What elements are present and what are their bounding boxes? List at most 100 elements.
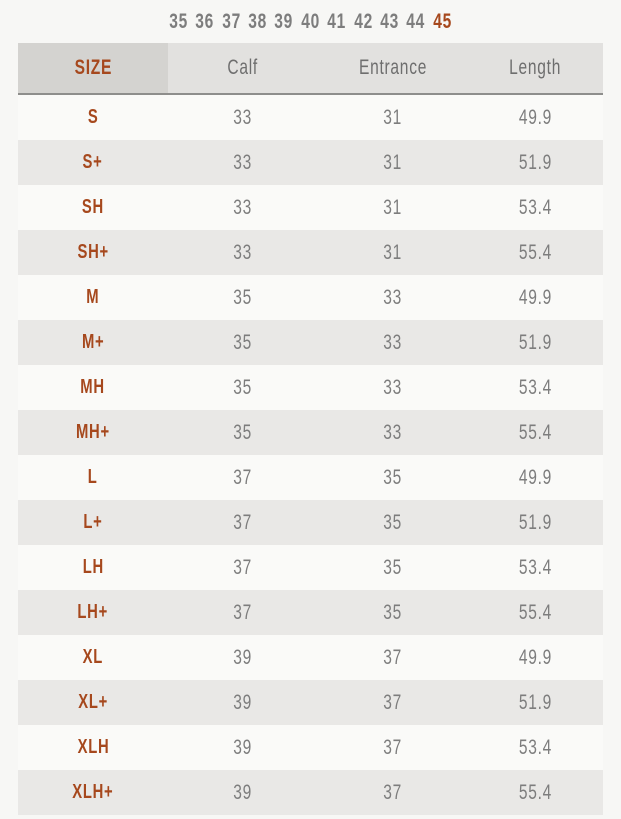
header-entrance: Entrance: [318, 43, 468, 93]
size-selector: 35 36 37 38 39 40 41 42 43 44 45: [0, 0, 621, 43]
calf-value: 33: [233, 195, 253, 219]
row-value-cell: 33: [318, 320, 468, 365]
calf-value: 39: [233, 780, 253, 804]
row-size-cell: XLH: [18, 725, 168, 770]
table-row: XLH 39 37 53.4: [18, 725, 603, 770]
row-value-cell: 51.9: [468, 680, 603, 725]
row-size-cell: S+: [18, 140, 168, 185]
row-value-cell: 31: [318, 140, 468, 185]
table-row: MH 35 33 53.4: [18, 365, 603, 410]
row-value-cell: 37: [318, 635, 468, 680]
size-option-label: 41: [327, 9, 347, 33]
length-value: 55.4: [518, 240, 553, 264]
header-calf-label: Calf: [227, 56, 259, 79]
size-label: SH: [81, 196, 105, 218]
table-body: S 33 31 49.9 S+ 33 31 51.9 SH 33 31 53.4 SH+ 33 31 55.4…: [18, 95, 603, 815]
header-length-label: Length: [509, 56, 562, 79]
calf-value: 35: [233, 330, 253, 354]
size-option[interactable]: 38: [245, 10, 270, 34]
row-value-cell: 53.4: [468, 725, 603, 770]
row-value-cell: 55.4: [468, 230, 603, 275]
row-size-cell: MH: [18, 365, 168, 410]
size-option[interactable]: 35: [166, 10, 191, 34]
size-option[interactable]: 40: [298, 10, 323, 34]
calf-value: 37: [233, 510, 253, 534]
length-value: 53.4: [518, 735, 553, 759]
table-row: S 33 31 49.9: [18, 95, 603, 140]
size-label: SH+: [77, 241, 109, 263]
row-value-cell: 49.9: [468, 455, 603, 500]
row-size-cell: XL: [18, 635, 168, 680]
length-value: 53.4: [518, 195, 553, 219]
length-value: 49.9: [518, 465, 553, 489]
table-row: XL+ 39 37 51.9: [18, 680, 603, 725]
size-label: LH+: [77, 601, 109, 623]
size-label: M+: [81, 331, 105, 353]
entrance-value: 35: [383, 465, 403, 489]
size-option[interactable]: 36: [192, 10, 217, 34]
row-value-cell: 55.4: [468, 770, 603, 815]
length-value: 55.4: [518, 780, 553, 804]
size-option[interactable]: 41: [324, 10, 349, 34]
row-value-cell: 49.9: [468, 275, 603, 320]
row-value-cell: 37: [318, 680, 468, 725]
row-value-cell: 35: [318, 455, 468, 500]
row-value-cell: 49.9: [468, 635, 603, 680]
size-label: L: [88, 466, 98, 488]
table-row: XLH+ 39 37 55.4: [18, 770, 603, 815]
length-value: 49.9: [518, 285, 553, 309]
entrance-value: 31: [383, 150, 403, 174]
row-size-cell: M: [18, 275, 168, 320]
row-size-cell: S: [18, 95, 168, 140]
row-value-cell: 37: [318, 770, 468, 815]
size-option-selected[interactable]: 45: [430, 10, 455, 34]
row-value-cell: 49.9: [468, 95, 603, 140]
table-row: XL 39 37 49.9: [18, 635, 603, 680]
calf-value: 35: [233, 375, 253, 399]
row-value-cell: 35: [168, 410, 318, 455]
entrance-value: 37: [383, 690, 403, 714]
table-row: MH+ 35 33 55.4: [18, 410, 603, 455]
row-value-cell: 39: [168, 635, 318, 680]
row-size-cell: XL+: [18, 680, 168, 725]
size-option[interactable]: 43: [377, 10, 402, 34]
entrance-value: 35: [383, 600, 403, 624]
size-option-label: 38: [248, 9, 268, 33]
size-option-label: 42: [353, 9, 373, 33]
length-value: 51.9: [518, 150, 553, 174]
row-size-cell: LH+: [18, 590, 168, 635]
row-size-cell: SH: [18, 185, 168, 230]
row-size-cell: M+: [18, 320, 168, 365]
row-value-cell: 35: [318, 500, 468, 545]
row-size-cell: L: [18, 455, 168, 500]
table-row: LH 37 35 53.4: [18, 545, 603, 590]
row-value-cell: 53.4: [468, 185, 603, 230]
table-row: M+ 35 33 51.9: [18, 320, 603, 365]
table-row: SH 33 31 53.4: [18, 185, 603, 230]
entrance-value: 33: [383, 285, 403, 309]
row-value-cell: 33: [318, 365, 468, 410]
calf-value: 39: [233, 690, 253, 714]
size-option[interactable]: 39: [271, 10, 296, 34]
size-label: S+: [82, 151, 104, 173]
row-value-cell: 31: [318, 95, 468, 140]
size-option[interactable]: 42: [351, 10, 376, 34]
size-label: MH: [80, 376, 106, 398]
calf-value: 35: [233, 285, 253, 309]
length-value: 53.4: [518, 555, 553, 579]
length-value: 51.9: [518, 510, 553, 534]
size-option[interactable]: 37: [219, 10, 244, 34]
row-value-cell: 55.4: [468, 410, 603, 455]
entrance-value: 37: [383, 645, 403, 669]
length-value: 53.4: [518, 375, 553, 399]
size-option-label: 45: [432, 9, 452, 33]
row-value-cell: 51.9: [468, 320, 603, 365]
size-label: XLH: [77, 736, 109, 758]
table-row: SH+ 33 31 55.4: [18, 230, 603, 275]
size-option[interactable]: 44: [403, 10, 428, 34]
header-entrance-label: Entrance: [358, 56, 428, 79]
table-row: L+ 37 35 51.9: [18, 500, 603, 545]
row-value-cell: 31: [318, 185, 468, 230]
row-size-cell: L+: [18, 500, 168, 545]
